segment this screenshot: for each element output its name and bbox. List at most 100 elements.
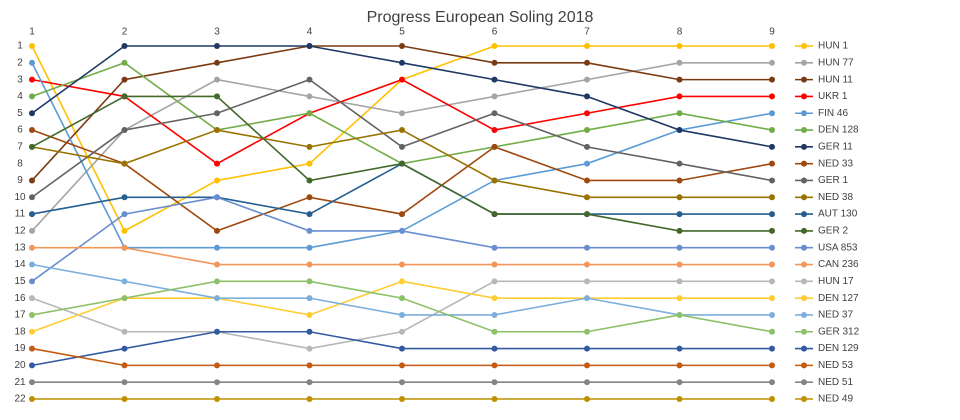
y-tick-label: 4: [17, 91, 23, 102]
point: [214, 227, 220, 234]
legend-label: NED 38: [818, 192, 853, 203]
point: [399, 278, 405, 285]
point: [491, 43, 498, 49]
point: [769, 177, 775, 184]
point: [769, 59, 775, 66]
point: [491, 311, 498, 318]
legend-label: AUT 130: [818, 209, 858, 220]
point: [399, 379, 405, 386]
point: [214, 93, 220, 100]
legend-marker: [801, 278, 807, 285]
point: [676, 244, 683, 251]
point: [399, 143, 405, 150]
legend-marker: [801, 59, 807, 66]
point: [29, 278, 35, 285]
point: [584, 93, 590, 100]
point: [584, 43, 590, 49]
point: [491, 177, 498, 184]
legend-marker: [801, 143, 807, 150]
legend-marker: [801, 177, 807, 184]
point: [676, 43, 683, 49]
point: [399, 43, 405, 49]
point: [676, 345, 683, 352]
point: [491, 93, 498, 100]
x-tick-label: 4: [307, 27, 313, 38]
x-tick-label: 7: [584, 27, 590, 38]
point: [584, 379, 590, 386]
point: [121, 244, 128, 251]
legend-label: UKR 1: [818, 91, 848, 102]
point: [769, 278, 775, 285]
point: [306, 143, 313, 150]
y-tick-label: 10: [14, 192, 26, 203]
point: [491, 379, 498, 386]
point: [769, 143, 775, 150]
point: [491, 396, 498, 402]
legend-label: NED 49: [818, 394, 853, 405]
point: [491, 76, 498, 83]
legend-marker: [801, 379, 807, 386]
point: [676, 93, 683, 100]
point: [29, 295, 35, 302]
y-tick-label: 17: [14, 310, 26, 321]
point: [769, 311, 775, 318]
point: [676, 362, 683, 369]
point: [769, 194, 775, 201]
point: [214, 160, 220, 167]
y-tick-label: 13: [14, 242, 26, 253]
point: [306, 278, 313, 285]
point: [769, 328, 775, 335]
y-tick-label: 2: [17, 57, 23, 68]
point: [214, 295, 220, 302]
legend-marker: [801, 110, 807, 117]
point: [306, 160, 313, 167]
legend-label: NED 37: [818, 310, 853, 321]
legend-label: DEN 127: [818, 293, 859, 304]
point: [29, 345, 35, 352]
point: [676, 160, 683, 167]
point: [306, 379, 313, 386]
legend-label: GER 312: [818, 326, 860, 337]
y-tick-label: 9: [17, 175, 23, 186]
point: [29, 396, 35, 402]
point: [676, 59, 683, 66]
legend-label: NED 51: [818, 377, 853, 388]
point: [29, 362, 35, 369]
legend-label: FIN 46: [818, 108, 848, 119]
point: [769, 244, 775, 251]
y-tick-label: 12: [14, 226, 26, 237]
point: [399, 59, 405, 66]
point: [676, 379, 683, 386]
point: [676, 261, 683, 268]
point: [214, 362, 220, 369]
point: [306, 76, 313, 83]
point: [214, 59, 220, 66]
point: [214, 396, 220, 402]
point: [121, 362, 128, 369]
point: [29, 261, 35, 268]
point: [306, 227, 313, 234]
series-line: [31, 280, 773, 333]
legend-label: USA 853: [818, 242, 858, 253]
x-tick-label: 5: [399, 27, 405, 38]
point: [491, 261, 498, 268]
point: [399, 311, 405, 318]
point: [769, 160, 775, 167]
legend-marker: [801, 295, 807, 302]
point: [399, 127, 405, 134]
y-tick-label: 21: [14, 377, 26, 388]
y-tick-label: 16: [14, 293, 26, 304]
point: [306, 261, 313, 268]
legend-marker: [801, 362, 807, 369]
legend-marker: [801, 311, 807, 318]
point: [29, 379, 35, 386]
point: [769, 227, 775, 234]
point: [491, 345, 498, 352]
y-tick-label: 19: [14, 343, 26, 354]
point: [584, 177, 590, 184]
point: [214, 127, 220, 134]
point: [214, 379, 220, 386]
point: [491, 127, 498, 134]
